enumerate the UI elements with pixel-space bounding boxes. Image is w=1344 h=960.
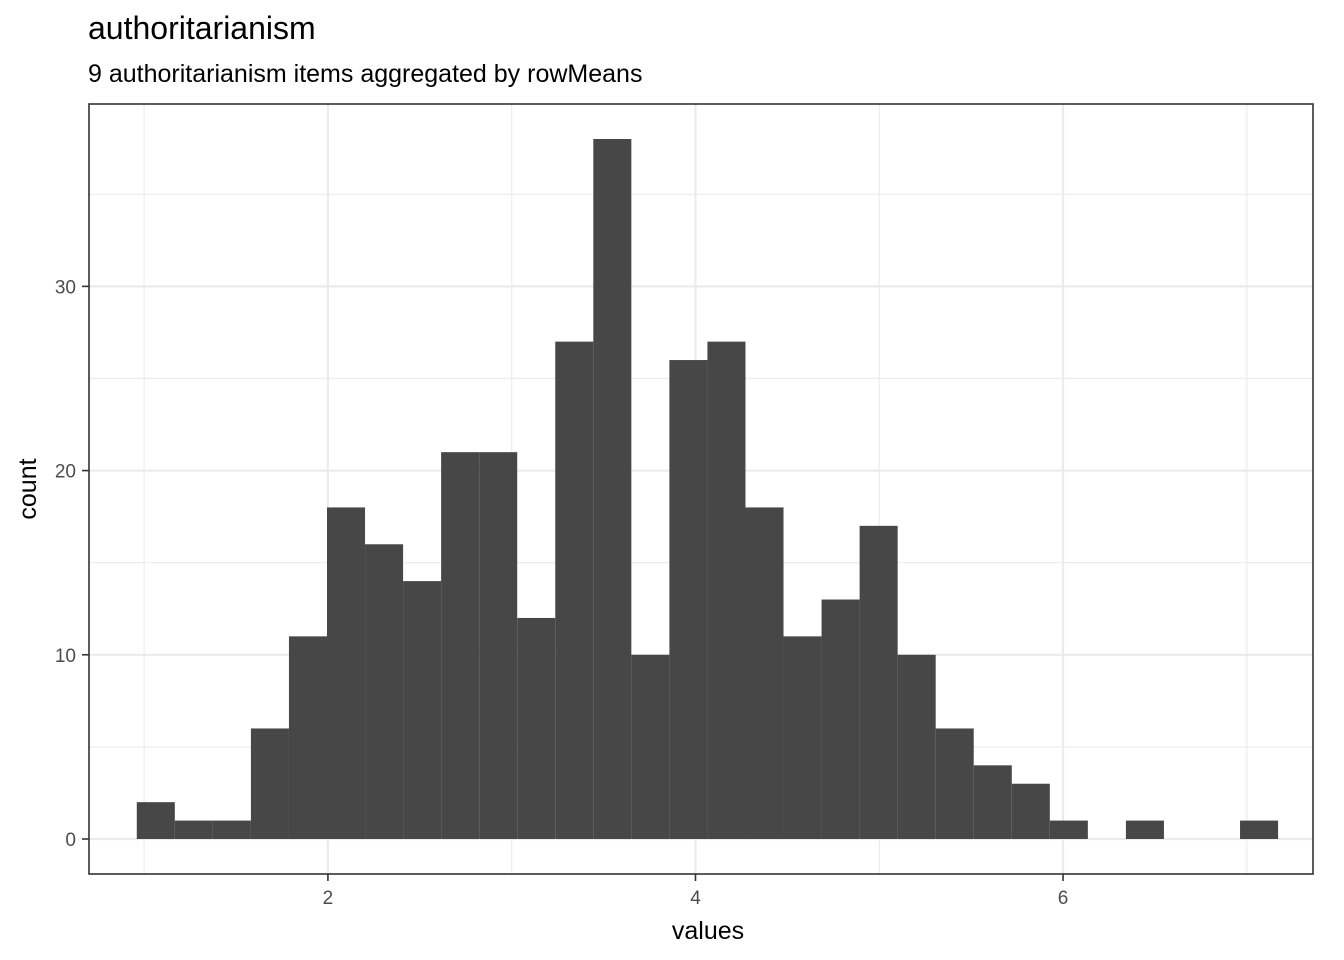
y-axis-title: count	[14, 458, 42, 519]
histogram-bars	[136, 139, 1279, 839]
histogram-bar	[859, 525, 898, 839]
chart-subtitle: 9 authoritarianism items aggregated by r…	[88, 60, 642, 88]
histogram-bar	[669, 360, 708, 839]
histogram-bar	[1011, 783, 1050, 839]
histogram-bar	[403, 581, 442, 839]
y-tick-label: 10	[55, 646, 76, 667]
histogram-bar	[250, 728, 289, 839]
histogram-bar	[441, 452, 480, 839]
histogram-bar	[1049, 820, 1088, 839]
histogram-bar	[174, 820, 213, 839]
histogram-bar	[631, 654, 670, 839]
chart-title: authoritarianism	[88, 10, 316, 46]
histogram-bar	[136, 802, 175, 839]
x-tick-label: 2	[323, 888, 334, 909]
histogram-bar	[897, 654, 936, 839]
histogram-bar	[973, 765, 1012, 839]
histogram-bar	[212, 820, 251, 839]
y-tick-label: 30	[55, 277, 76, 298]
plot-panel-border	[88, 103, 1314, 875]
histogram-bar	[1240, 820, 1279, 839]
histogram-bar	[707, 341, 746, 839]
histogram-bar	[1125, 820, 1164, 839]
histogram-bar	[745, 507, 784, 839]
x-tick-label: 4	[690, 888, 701, 909]
histogram-bar	[593, 139, 632, 839]
x-axis-title: values	[672, 917, 744, 945]
histogram-bar	[783, 636, 822, 839]
histogram-bar	[935, 728, 974, 839]
histogram-bar	[821, 599, 860, 839]
x-tick-label: 6	[1058, 888, 1069, 909]
histogram-bar	[288, 636, 327, 839]
histogram-bar	[555, 341, 594, 839]
axis-ticks: 2 4 6 0 10 20 30	[55, 277, 1068, 909]
histogram-bar	[365, 544, 404, 839]
histogram-bar	[327, 507, 366, 839]
y-tick-label: 20	[55, 462, 76, 483]
histogram-bar	[517, 617, 556, 839]
y-tick-label: 0	[65, 830, 76, 851]
histogram-bar	[479, 452, 518, 839]
